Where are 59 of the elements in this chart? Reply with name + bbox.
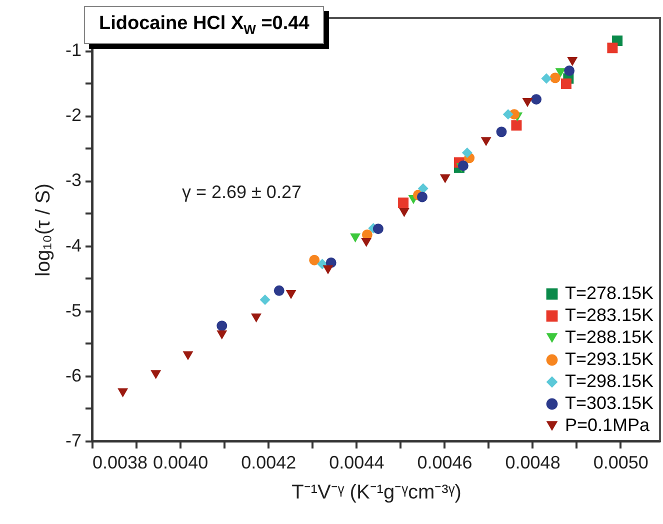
legend-label: T=288.15K <box>565 327 654 347</box>
y-tick-label: -5 <box>65 300 82 320</box>
y-tick-label: -2 <box>65 105 82 126</box>
y-tick-label: -3 <box>65 170 82 190</box>
legend-label: T=298.15K <box>565 371 654 391</box>
x-tick-label: 0.0040 <box>153 452 208 472</box>
point <box>372 224 384 234</box>
y-tick-label: -4 <box>65 235 82 256</box>
point <box>398 208 410 218</box>
point <box>541 73 552 84</box>
point <box>550 72 560 84</box>
point <box>260 294 270 306</box>
point <box>216 330 228 340</box>
x-tick-label: 0.0050 <box>593 452 648 472</box>
point <box>118 388 128 398</box>
x-tick-label: 0.0046 <box>417 452 472 472</box>
point <box>607 42 618 54</box>
point <box>274 285 284 296</box>
x-tick-label: 0.0044 <box>329 452 384 472</box>
y-tick-label: -1 <box>65 40 82 60</box>
point <box>440 174 450 184</box>
point <box>416 192 428 202</box>
point <box>216 320 228 332</box>
legend-label: T=278.15K <box>565 283 654 303</box>
point <box>560 78 572 89</box>
legend-label: T=303.15K <box>565 393 654 413</box>
point <box>462 147 472 158</box>
chart-title: Lidocaine HCl X$_{W}$ =0.44 <box>84 6 324 44</box>
point <box>322 265 334 274</box>
point <box>418 183 428 194</box>
legend-label: T=293.15K <box>565 349 654 369</box>
point <box>350 233 361 242</box>
y-tick-label: -7 <box>65 430 82 450</box>
point <box>286 290 296 300</box>
point <box>309 254 320 266</box>
y-tick-label: -6 <box>65 365 82 386</box>
point <box>361 238 372 248</box>
point <box>511 120 522 131</box>
y-axis-title: log₁₀(τ / S) <box>32 184 54 276</box>
point <box>458 160 468 171</box>
x-axis-title: T⁻¹V⁻ᵞ (K⁻¹g⁻ᵞcm⁻³ᵞ) <box>292 482 462 504</box>
point <box>502 109 514 120</box>
legend-label: P=0.1MPa <box>565 415 651 435</box>
point <box>531 94 542 105</box>
point <box>150 370 162 380</box>
point <box>182 351 194 360</box>
point <box>250 313 262 323</box>
x-tick-label: 0.0038 <box>92 452 148 472</box>
point <box>398 198 409 208</box>
point <box>522 98 533 108</box>
annotation: γ = 2.69 ± 0.27 <box>182 182 302 202</box>
x-tick-label: 0.0042 <box>241 452 296 472</box>
point <box>496 126 507 138</box>
point <box>480 137 492 146</box>
x-tick-label: 0.0048 <box>505 452 560 472</box>
legend-label: T=283.15K <box>565 305 654 325</box>
point <box>567 57 578 66</box>
point <box>555 68 566 78</box>
point <box>564 65 575 76</box>
